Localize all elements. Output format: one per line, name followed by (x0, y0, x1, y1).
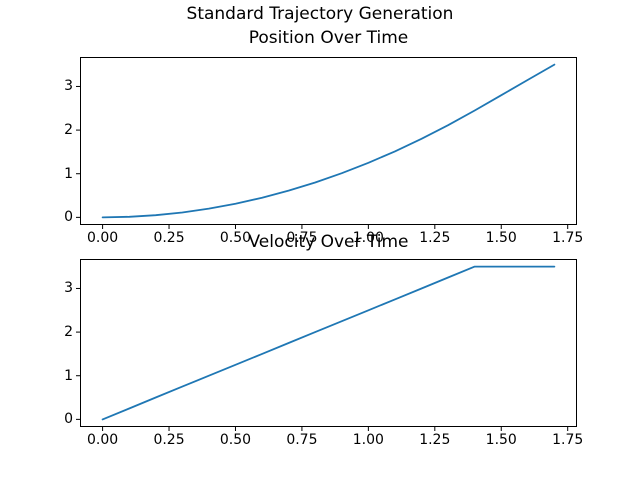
y-tick-label: 3 (64, 280, 73, 297)
x-tick-label: 0.00 (87, 432, 119, 448)
x-tick-label: 1.25 (419, 230, 451, 246)
y-tick-label: 0 (64, 209, 73, 226)
position-subplot: 0.00 0.25 0.50 0.75 1.00 1.25 1.50 1.75 0 1 2 3 (64, 57, 583, 245)
velocity-subplot: 0.00 0.25 0.50 0.75 1.00 1.25 1.50 1.75 0 1 2 3 (64, 259, 583, 447)
x-tick-label: 0.75 (286, 432, 318, 448)
y-tick-label: 1 (64, 367, 73, 384)
figure-suptitle: Standard Trajectory Generation (186, 4, 454, 24)
x-tick-label: 1.50 (485, 432, 517, 448)
x-tick-label: 0.25 (153, 432, 185, 448)
y-tick-label: 2 (64, 324, 73, 341)
velocity-line (101, 265, 556, 421)
position-subplot-title: Position Over Time (248, 28, 409, 48)
y-tick-label: 3 (64, 78, 73, 95)
x-tick-label: 0.75 (286, 230, 318, 246)
x-tick-label: 1.75 (552, 230, 584, 246)
x-tick-label: 1.75 (552, 432, 584, 448)
x-tick-label: 0.50 (219, 230, 252, 246)
velocity-subplot-title: Velocity Over Time (248, 232, 409, 252)
y-tick-label: 2 (64, 122, 73, 139)
position-line (101, 63, 556, 219)
x-tick-label: 1.25 (419, 432, 451, 448)
x-tick-label: 0.50 (219, 432, 252, 448)
x-tick-label: 1.00 (352, 432, 384, 448)
x-tick-label: 0.00 (87, 230, 119, 246)
axes-spines (80, 259, 577, 427)
axes-spines (80, 57, 577, 225)
position-plot-canvas (76, 57, 577, 229)
velocity-plot-canvas (76, 259, 577, 431)
y-tick-label: 1 (64, 165, 73, 182)
y-tick-label: 0 (64, 411, 73, 428)
x-tick-label: 1.50 (485, 230, 517, 246)
x-tick-label: 1.00 (352, 230, 384, 246)
x-tick-label: 0.25 (153, 230, 185, 246)
